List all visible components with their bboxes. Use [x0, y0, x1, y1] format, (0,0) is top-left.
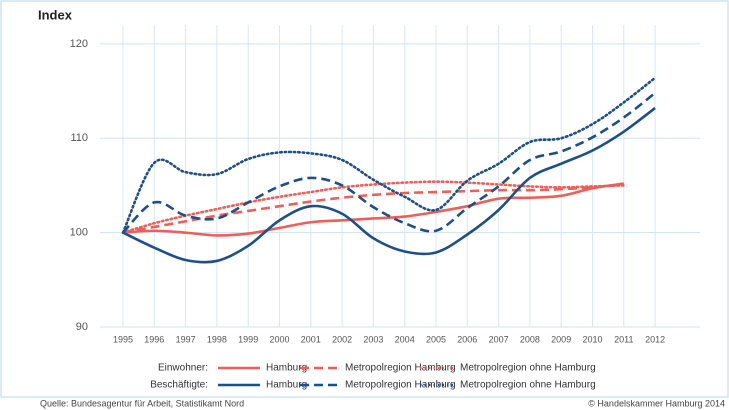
series-line: [122, 91, 656, 234]
x-tick-label: 1996: [144, 334, 164, 344]
x-tick-label: 1999: [238, 334, 258, 344]
x-tick-label: 2010: [582, 334, 602, 344]
legend-label: Metropolregion Hamburg: [345, 363, 456, 374]
x-tick-label: 2007: [489, 334, 509, 344]
x-tick-label: 2005: [426, 334, 446, 344]
y-tick-label: 100: [70, 227, 88, 239]
y-tick-label: 90: [76, 321, 88, 333]
x-tick-label: 2006: [457, 334, 477, 344]
x-tick-label: 2001: [301, 334, 321, 344]
frame: [0, 0, 729, 398]
x-tick-label: 2004: [395, 334, 415, 344]
x-tick-label: 1995: [113, 334, 133, 344]
series-line: [121, 76, 657, 234]
x-tick-label: 1998: [207, 334, 227, 344]
y-axis-label: Index: [38, 7, 73, 22]
legend-label: Hamburg: [266, 380, 307, 391]
x-tick-label: 2000: [269, 334, 289, 344]
legend-label: Hamburg: [266, 363, 307, 374]
x-tick-label: 2003: [363, 334, 383, 344]
credit: © Handelskammer Hamburg 2014: [588, 398, 725, 408]
y-tick-label: 110: [70, 132, 88, 144]
legend-label: Metropolregion ohne Hamburg: [460, 363, 596, 374]
x-tick-label: 2008: [520, 334, 540, 344]
x-tick-label: 2002: [332, 334, 352, 344]
legend-group-label: Beschäftigte:: [150, 380, 208, 391]
series-line: [122, 182, 624, 237]
y-tick-label: 120: [70, 38, 88, 50]
x-tick-label: 2011: [614, 334, 633, 344]
source: Quelle: Bundesagentur für Arbeit, Statis…: [40, 398, 244, 408]
series-line: [122, 107, 656, 264]
legend-group-label: Einwohner:: [158, 363, 208, 374]
legend-label: Metropolregion ohne Hamburg: [460, 380, 596, 391]
x-tick-label: 1997: [176, 334, 196, 344]
x-tick-label: 2012: [645, 334, 665, 344]
x-tick-label: 2009: [551, 334, 571, 344]
series-line: [121, 180, 626, 234]
legend-label: Metropolregion Hamburg: [345, 380, 456, 391]
series-line: [122, 183, 624, 234]
